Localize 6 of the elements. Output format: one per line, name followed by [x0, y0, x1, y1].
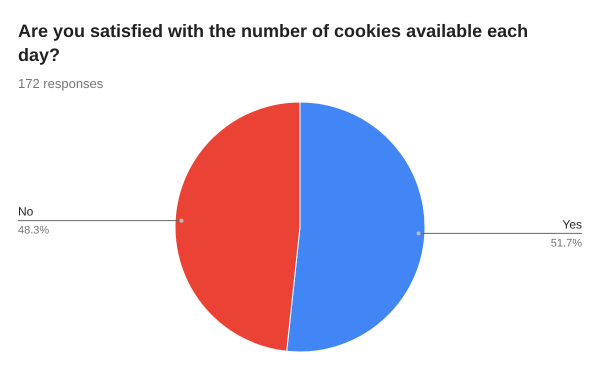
slice-label: No — [18, 204, 34, 219]
data-label: 51.7% — [550, 237, 582, 250]
data-label: 48.3% — [18, 224, 50, 237]
chart-subtitle: 172 responses — [18, 76, 104, 91]
chart-title: Are you satisfied with the number of cookies available each day? — [18, 21, 528, 65]
slice-label: Yes — [562, 217, 582, 232]
